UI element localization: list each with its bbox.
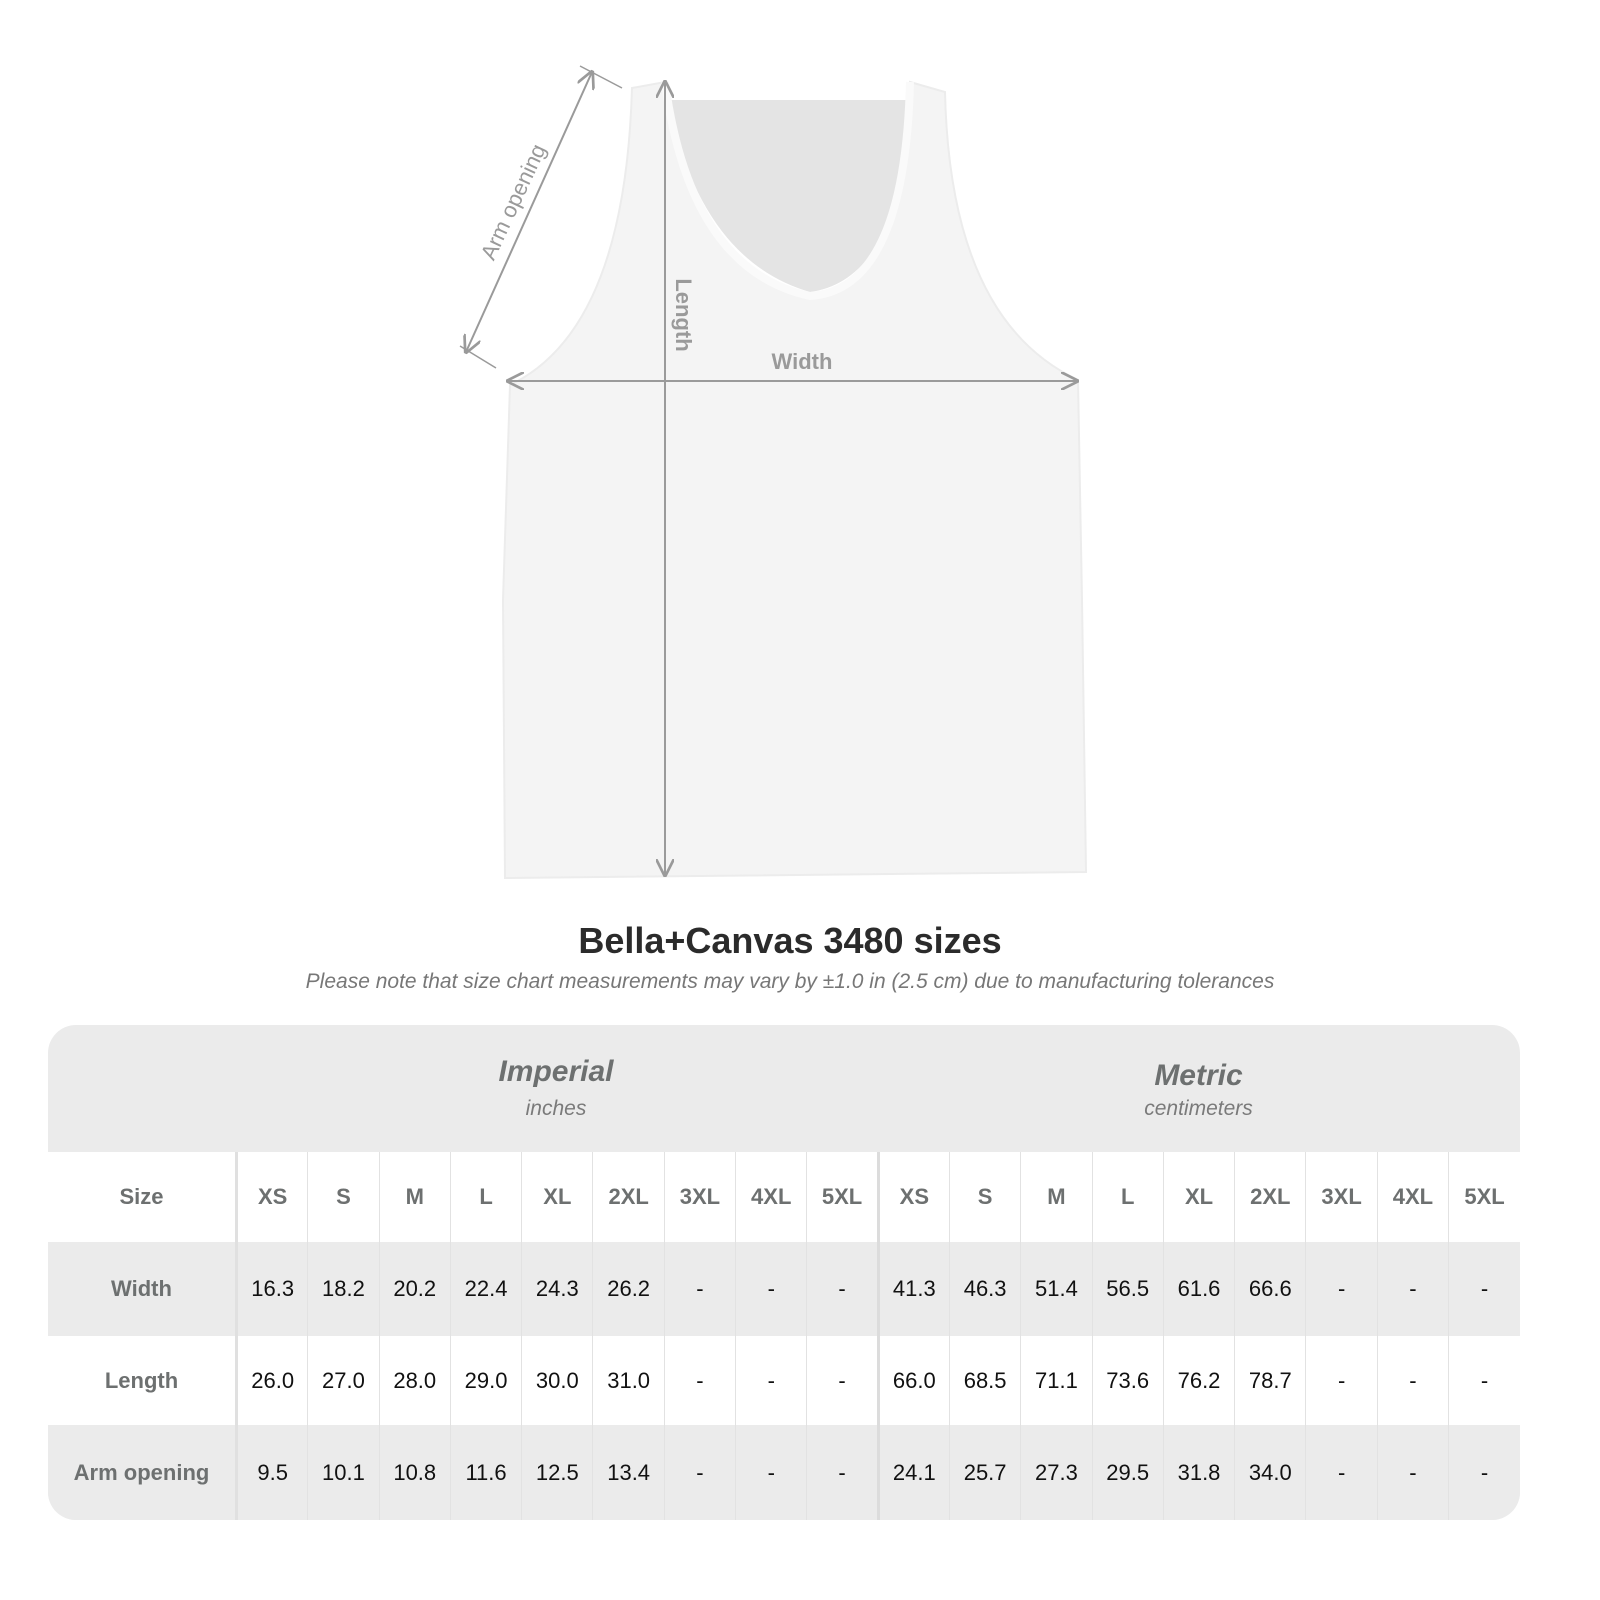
row-label: Arm opening	[48, 1425, 238, 1520]
imperial-cell: 26.0	[235, 1336, 308, 1425]
imperial-cell: 16.3	[235, 1242, 308, 1336]
width-label: Width	[772, 349, 833, 374]
imperial-cell: 30.0	[521, 1336, 593, 1425]
imperial-cell: -	[735, 1242, 807, 1336]
metric-cell: 41.3	[876, 1242, 950, 1336]
size-header-metric-4xl: 4XL	[1376, 1152, 1449, 1242]
metric-cell: 27.3	[1020, 1425, 1093, 1520]
metric-cell: -	[1376, 1425, 1449, 1520]
metric-cell: 71.1	[1020, 1336, 1093, 1425]
metric-unit: centimeters	[1144, 1097, 1253, 1120]
imperial-cell: 13.4	[592, 1425, 665, 1520]
size-header-imperial-5xl: 5XL	[806, 1152, 879, 1242]
table-row: Length 26.0 27.0 28.0 29.0 30.0 31.0- - -66.0 68.…	[48, 1336, 1520, 1425]
metric-cell: 34.0	[1234, 1425, 1306, 1520]
imperial-header: Imperial inches	[235, 1025, 877, 1152]
tolerance-note: Please note that size chart measurements…	[305, 970, 1275, 993]
table-row: Arm opening 9.5 10.1 10.8 11.6 12.5 13.4- - -24.…	[48, 1425, 1520, 1520]
tank-top-diagram: Arm opening Length Width	[459, 65, 1088, 880]
size-header-metric-xs: XS	[876, 1152, 950, 1242]
imperial-cell: 12.5	[521, 1425, 593, 1520]
metric-cell: -	[1305, 1336, 1378, 1425]
imperial-cell: 29.0	[449, 1336, 522, 1425]
size-header-imperial-4xl: 4XL	[735, 1152, 807, 1242]
imperial-cell: -	[663, 1425, 736, 1520]
imperial-cell: -	[806, 1425, 879, 1520]
arm-opening-line	[466, 72, 592, 352]
metric-cell: -	[1305, 1425, 1378, 1520]
metric-cell: -	[1448, 1336, 1520, 1425]
imperial-unit: inches	[525, 1097, 587, 1120]
imperial-cell: 18.2	[307, 1242, 380, 1336]
neckline-binding	[661, 81, 914, 301]
imperial-cell: 10.1	[307, 1425, 380, 1520]
metric-cell: 78.7	[1234, 1336, 1306, 1425]
metric-cell: 73.6	[1091, 1336, 1164, 1425]
tank-top-back-inner	[668, 100, 915, 292]
metric-cell: 76.2	[1162, 1336, 1235, 1425]
size-header-imperial-xs: XS	[235, 1152, 308, 1242]
metric-cell: 56.5	[1091, 1242, 1164, 1336]
size-header-metric-s: S	[948, 1152, 1021, 1242]
metric-cell: -	[1376, 1336, 1449, 1425]
imperial-cell: -	[735, 1425, 807, 1520]
imperial-cell: 22.4	[449, 1242, 522, 1336]
metric-cell: 51.4	[1020, 1242, 1093, 1336]
size-header-metric-xl: XL	[1162, 1152, 1235, 1242]
metric-label: Metric	[1154, 1059, 1243, 1092]
metric-cell: 66.6	[1234, 1242, 1306, 1336]
size-grid: Size XS S M L XL 2XL 3XL 4XL 5XL XS S M L XL 2XL 3XL 4XL 5…	[48, 1152, 1520, 1520]
table-row: Width 16.3 18.2 20.2 22.4 24.3 26.2- - -41.3 46.3…	[48, 1242, 1520, 1336]
imperial-cell: 26.2	[592, 1242, 665, 1336]
size-header-imperial-xl: XL	[521, 1152, 593, 1242]
metric-cell: -	[1448, 1425, 1520, 1520]
size-header-metric-5xl: 5XL	[1448, 1152, 1520, 1242]
imperial-label: Imperial	[498, 1055, 614, 1088]
metric-cell: -	[1376, 1242, 1449, 1336]
imperial-cell: 28.0	[378, 1336, 451, 1425]
imperial-cell: 9.5	[235, 1425, 308, 1520]
size-header-metric-3xl: 3XL	[1305, 1152, 1378, 1242]
size-table: Imperial inches Metric centimeters Size X…	[48, 1025, 1520, 1520]
size-header-imperial-3xl: 3XL	[663, 1152, 736, 1242]
metric-cell: -	[1448, 1242, 1520, 1336]
size-label: Size	[48, 1152, 238, 1242]
page-title: Bella+Canvas 3480 sizes	[578, 920, 1002, 961]
size-header-metric-2xl: 2XL	[1234, 1152, 1306, 1242]
imperial-cell: -	[663, 1336, 736, 1425]
metric-cell: 46.3	[948, 1242, 1021, 1336]
length-label: Length	[671, 278, 696, 351]
metric-cell: 29.5	[1091, 1425, 1164, 1520]
size-header-imperial-2xl: 2XL	[592, 1152, 665, 1242]
metric-cell: 61.6	[1162, 1242, 1235, 1336]
metric-cell: 66.0	[876, 1336, 950, 1425]
imperial-cell: 31.0	[592, 1336, 665, 1425]
imperial-cell: 20.2	[378, 1242, 451, 1336]
imperial-cell: 10.8	[378, 1425, 451, 1520]
metric-cell: 31.8	[1162, 1425, 1235, 1520]
metric-cell: 25.7	[948, 1425, 1021, 1520]
imperial-cell: -	[806, 1242, 879, 1336]
size-header-imperial-m: M	[378, 1152, 451, 1242]
metric-cell: -	[1305, 1242, 1378, 1336]
metric-header: Metric centimeters	[877, 1025, 1520, 1152]
imperial-cell: -	[663, 1242, 736, 1336]
metric-cell: 24.1	[876, 1425, 950, 1520]
imperial-cell: -	[735, 1336, 807, 1425]
imperial-cell: 11.6	[449, 1425, 522, 1520]
row-label: Width	[48, 1242, 238, 1336]
size-header-row: Size XS S M L XL 2XL 3XL 4XL 5XL XS S M L XL 2XL 3XL 4XL 5…	[48, 1152, 1520, 1242]
size-header-imperial-l: L	[449, 1152, 522, 1242]
size-header-metric-l: L	[1091, 1152, 1164, 1242]
row-label: Length	[48, 1336, 238, 1425]
imperial-cell: -	[806, 1336, 879, 1425]
size-header-metric-m: M	[1020, 1152, 1093, 1242]
imperial-cell: 27.0	[307, 1336, 380, 1425]
size-header-imperial-s: S	[307, 1152, 380, 1242]
metric-cell: 68.5	[948, 1336, 1021, 1425]
imperial-cell: 24.3	[521, 1242, 593, 1336]
